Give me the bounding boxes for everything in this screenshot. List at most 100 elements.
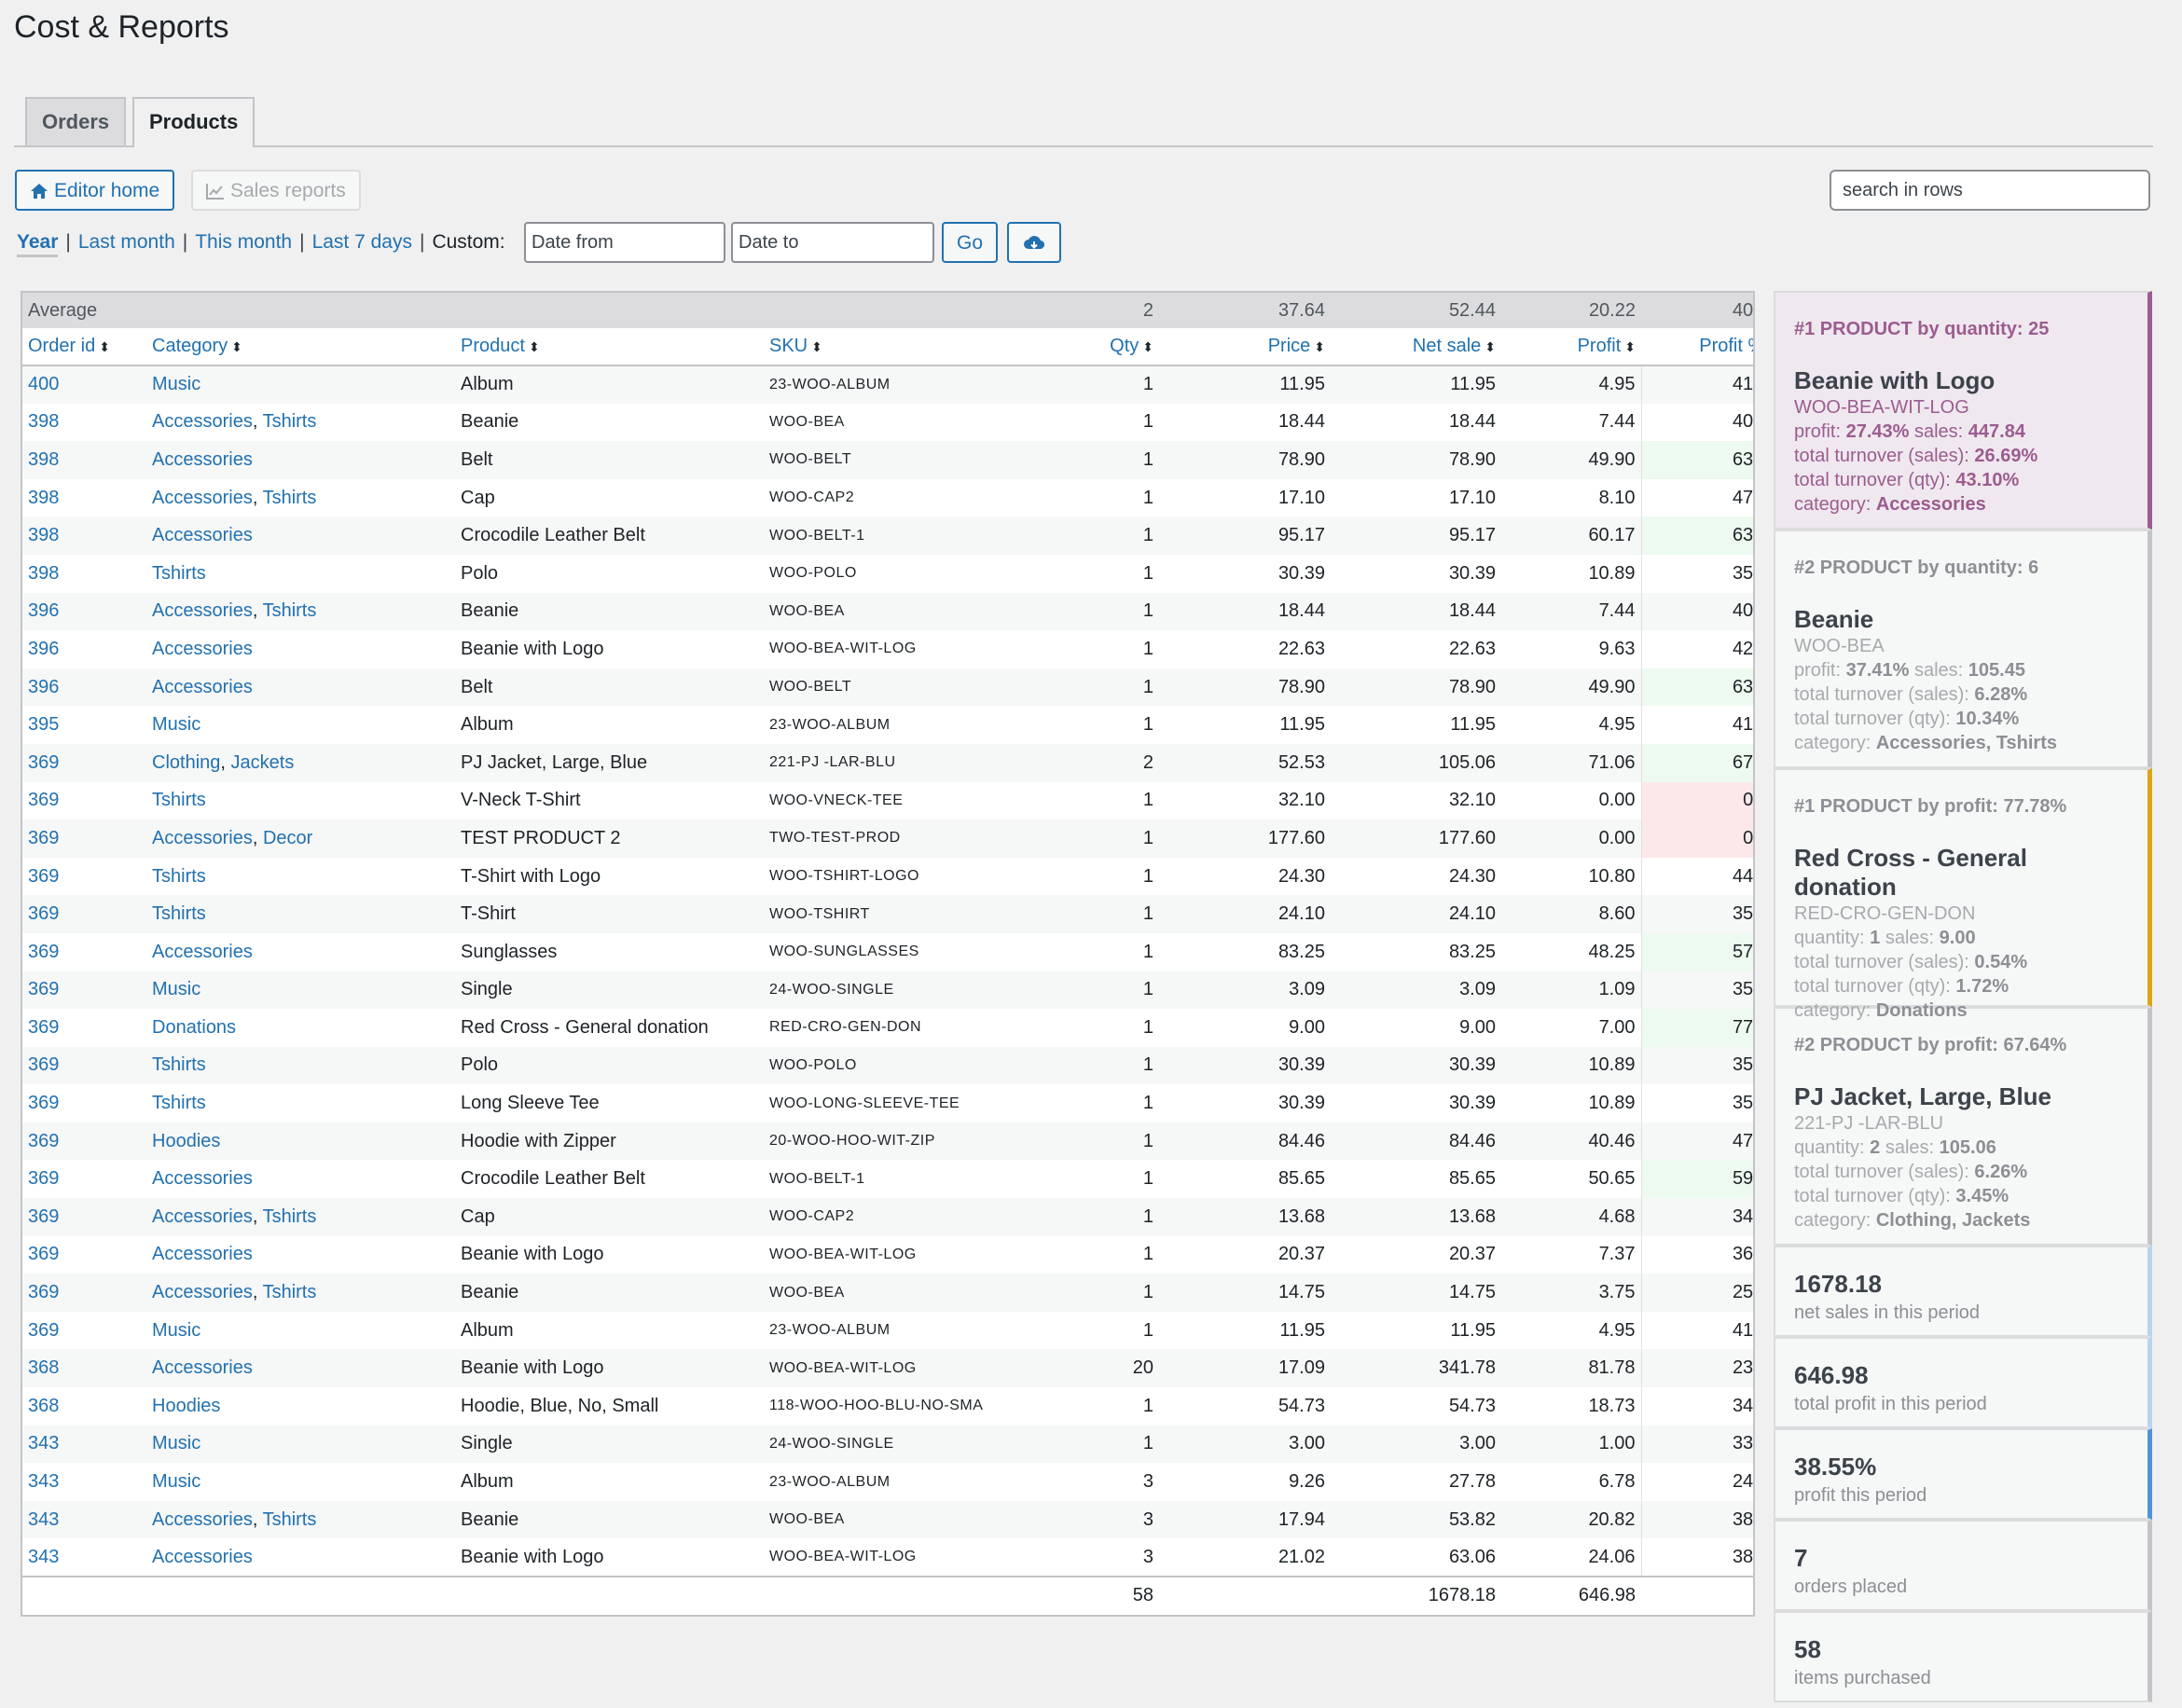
category-link[interactable]: Music (152, 714, 201, 736)
column-header-sku[interactable]: SKU ⬍ (764, 328, 1076, 366)
order-id-link[interactable]: 396 (28, 638, 60, 659)
date-from-field[interactable] (524, 222, 725, 263)
tab-orders[interactable]: Orders (25, 97, 127, 145)
category-link[interactable]: Accessories (152, 827, 253, 848)
order-id-link[interactable]: 369 (28, 979, 60, 1000)
column-header-product[interactable]: Product ⬍ (455, 328, 764, 366)
period-year-link[interactable]: Year (17, 231, 59, 257)
category-link[interactable]: Music (152, 979, 201, 1000)
order-id-link[interactable]: 400 (28, 374, 60, 395)
order-id-link[interactable]: 369 (28, 1093, 60, 1114)
category-link[interactable]: Accessories (152, 487, 253, 508)
category-link[interactable]: Tshirts (152, 1054, 206, 1076)
period-last-month-link[interactable]: Last month (77, 231, 175, 253)
category-cell: Accessories, Tshirts (146, 1500, 455, 1539)
search-input[interactable] (1830, 170, 2150, 211)
order-id-link[interactable]: 369 (28, 1205, 60, 1227)
order-id-link[interactable]: 369 (28, 751, 60, 773)
order-id-link[interactable]: 369 (28, 865, 60, 887)
order-id-link[interactable]: 398 (28, 411, 60, 433)
category-link[interactable]: Decor (262, 827, 313, 848)
category-link[interactable]: Tshirts (262, 1508, 317, 1530)
category-link[interactable]: Accessories (152, 638, 253, 659)
category-link[interactable]: Tshirts (152, 562, 206, 584)
sort-icon: ⬍ (1142, 339, 1153, 354)
category-link[interactable]: Tshirts (152, 865, 206, 887)
date-to-field[interactable] (731, 222, 934, 263)
editor-home-button[interactable]: Editor home (15, 170, 175, 211)
category-link[interactable]: Tshirts (262, 411, 317, 433)
category-link[interactable]: Tshirts (152, 1093, 206, 1114)
qty-cell: 1 (1076, 1274, 1159, 1312)
tab-products[interactable]: Products (132, 97, 255, 147)
column-header-profit[interactable]: Profit %⬍ (1641, 328, 1753, 366)
order-id-link[interactable]: 343 (28, 1508, 60, 1530)
order-id-link[interactable]: 369 (28, 827, 60, 848)
category-link[interactable]: Tshirts (262, 600, 317, 622)
profit-pct-cell: 24.41 (1640, 1463, 1753, 1501)
export-button[interactable] (1007, 222, 1061, 263)
order-id-link[interactable]: 398 (28, 448, 60, 470)
order-id-link[interactable]: 369 (28, 903, 60, 925)
category-cell: Accessories (146, 668, 455, 707)
order-id-link[interactable]: 369 (28, 1282, 60, 1303)
order-id-link[interactable]: 368 (28, 1395, 60, 1416)
category-link[interactable]: Tshirts (152, 903, 206, 925)
column-header-profit[interactable]: Profit ⬍ (1501, 328, 1641, 366)
order-id-link[interactable]: 369 (28, 941, 60, 962)
category-link[interactable]: Accessories (152, 448, 253, 470)
category-link[interactable]: Music (152, 1319, 201, 1341)
column-header-qty[interactable]: Qty ⬍ (1076, 328, 1159, 366)
category-link[interactable]: Accessories (152, 676, 253, 697)
column-header-order-id[interactable]: Order id ⬍ (22, 328, 146, 366)
category-link[interactable]: Accessories (152, 1282, 253, 1303)
category-link[interactable]: Clothing (152, 751, 221, 773)
order-id-link[interactable]: 343 (28, 1471, 60, 1493)
category-link[interactable]: Music (152, 1471, 201, 1493)
category-link[interactable]: Donations (152, 1016, 237, 1038)
category-link[interactable]: Music (152, 374, 201, 395)
category-link[interactable]: Tshirts (262, 487, 317, 508)
order-id-link[interactable]: 369 (28, 1016, 60, 1038)
column-header-net-sale[interactable]: Net sale ⬍ (1331, 328, 1501, 366)
category-link[interactable]: Accessories (152, 600, 253, 622)
category-link[interactable]: Accessories (152, 941, 253, 962)
order-id-link[interactable]: 368 (28, 1357, 60, 1379)
order-id-link[interactable]: 369 (28, 1130, 60, 1151)
category-link[interactable]: Accessories (152, 1168, 253, 1190)
order-id-link[interactable]: 398 (28, 487, 60, 508)
category-link[interactable]: Accessories (152, 1205, 253, 1227)
period-this-month-link[interactable]: This month (195, 231, 293, 253)
order-id-link[interactable]: 398 (28, 525, 60, 546)
order-id-link[interactable]: 396 (28, 676, 60, 697)
category-link[interactable]: Hoodies (152, 1130, 221, 1151)
column-header-category[interactable]: Category ⬍ (146, 328, 455, 366)
order-id-link[interactable]: 369 (28, 1319, 60, 1341)
category-link[interactable]: Accessories (152, 1546, 253, 1567)
category-link[interactable]: Tshirts (262, 1282, 317, 1303)
order-id-link[interactable]: 343 (28, 1546, 60, 1567)
category-link[interactable]: Accessories (152, 411, 253, 433)
category-link[interactable]: Jackets (230, 751, 295, 773)
sales-reports-button[interactable]: Sales reports (191, 170, 361, 211)
order-id-link[interactable]: 369 (28, 1244, 60, 1265)
category-link[interactable]: Accessories (152, 1357, 253, 1379)
order-id-link[interactable]: 369 (28, 790, 60, 811)
category-link[interactable]: Tshirts (152, 790, 206, 811)
go-button[interactable]: Go (942, 222, 998, 263)
column-header-price[interactable]: Price ⬍ (1159, 328, 1331, 366)
order-id-link[interactable]: 369 (28, 1054, 60, 1076)
category-link[interactable]: Hoodies (152, 1395, 221, 1416)
category-link[interactable]: Accessories (152, 525, 253, 546)
category-link[interactable]: Accessories (152, 1508, 253, 1530)
category-link[interactable]: Accessories (152, 1244, 253, 1265)
order-id-link[interactable]: 396 (28, 600, 60, 622)
sku-cell: WOO-VNECK-TEE (764, 781, 1076, 820)
category-link[interactable]: Tshirts (262, 1205, 317, 1227)
period-last-7-days-link[interactable]: Last 7 days (311, 231, 412, 253)
order-id-link[interactable]: 395 (28, 714, 60, 736)
order-id-link[interactable]: 369 (28, 1168, 60, 1190)
category-link[interactable]: Music (152, 1433, 201, 1454)
order-id-link[interactable]: 343 (28, 1433, 60, 1454)
order-id-link[interactable]: 398 (28, 562, 60, 584)
